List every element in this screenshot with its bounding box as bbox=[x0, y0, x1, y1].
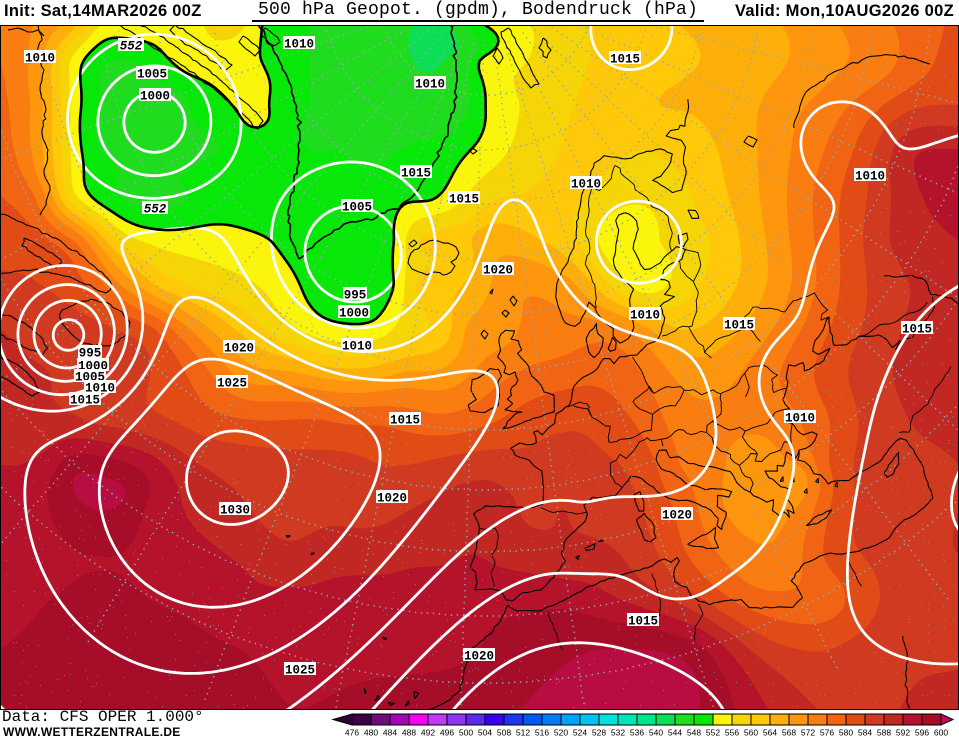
svg-text:516: 516 bbox=[535, 728, 549, 738]
svg-text:1000: 1000 bbox=[140, 90, 170, 104]
svg-text:1015: 1015 bbox=[70, 394, 100, 408]
svg-text:995: 995 bbox=[344, 289, 367, 303]
svg-text:488: 488 bbox=[402, 728, 416, 738]
svg-text:1025: 1025 bbox=[217, 377, 247, 391]
svg-text:1020: 1020 bbox=[464, 650, 494, 664]
svg-text:600: 600 bbox=[934, 728, 948, 738]
svg-text:532: 532 bbox=[611, 728, 625, 738]
svg-text:596: 596 bbox=[915, 728, 929, 738]
svg-text:1010: 1010 bbox=[415, 78, 445, 92]
svg-text:1010: 1010 bbox=[855, 170, 885, 184]
svg-text:556: 556 bbox=[725, 728, 739, 738]
svg-text:1010: 1010 bbox=[630, 309, 660, 323]
svg-text:580: 580 bbox=[839, 728, 853, 738]
svg-text:536: 536 bbox=[630, 728, 644, 738]
svg-text:1020: 1020 bbox=[224, 342, 254, 356]
svg-text:512: 512 bbox=[516, 728, 530, 738]
svg-text:1015: 1015 bbox=[449, 193, 479, 207]
svg-text:1030: 1030 bbox=[220, 504, 250, 518]
svg-text:995: 995 bbox=[79, 347, 102, 361]
svg-text:552: 552 bbox=[120, 40, 143, 54]
svg-text:1010: 1010 bbox=[342, 340, 372, 354]
svg-text:576: 576 bbox=[820, 728, 834, 738]
svg-text:1005: 1005 bbox=[342, 201, 372, 215]
svg-text:1015: 1015 bbox=[628, 615, 658, 629]
svg-text:1020: 1020 bbox=[377, 492, 407, 506]
svg-text:484: 484 bbox=[383, 728, 397, 738]
svg-text:584: 584 bbox=[858, 728, 872, 738]
svg-text:1015: 1015 bbox=[724, 319, 754, 333]
svg-text:528: 528 bbox=[592, 728, 606, 738]
svg-text:552: 552 bbox=[144, 203, 167, 217]
svg-text:1010: 1010 bbox=[571, 178, 601, 192]
svg-text:1020: 1020 bbox=[662, 509, 692, 523]
svg-text:508: 508 bbox=[497, 728, 511, 738]
svg-text:572: 572 bbox=[801, 728, 815, 738]
svg-text:476: 476 bbox=[345, 728, 359, 738]
svg-text:524: 524 bbox=[573, 728, 587, 738]
svg-text:548: 548 bbox=[687, 728, 701, 738]
svg-text:1005: 1005 bbox=[137, 68, 167, 82]
svg-text:588: 588 bbox=[877, 728, 891, 738]
svg-text:1025: 1025 bbox=[285, 664, 315, 678]
svg-text:520: 520 bbox=[554, 728, 568, 738]
svg-text:504: 504 bbox=[478, 728, 492, 738]
svg-text:560: 560 bbox=[744, 728, 758, 738]
svg-text:492: 492 bbox=[421, 728, 435, 738]
svg-text:544: 544 bbox=[668, 728, 682, 738]
svg-text:1015: 1015 bbox=[390, 414, 420, 428]
svg-text:1010: 1010 bbox=[785, 412, 815, 426]
svg-text:496: 496 bbox=[440, 728, 454, 738]
svg-text:1015: 1015 bbox=[902, 323, 932, 337]
svg-text:1020: 1020 bbox=[483, 264, 513, 278]
svg-text:540: 540 bbox=[649, 728, 663, 738]
svg-text:480: 480 bbox=[364, 728, 378, 738]
svg-text:1015: 1015 bbox=[401, 167, 431, 181]
svg-text:1015: 1015 bbox=[610, 53, 640, 67]
svg-text:500: 500 bbox=[459, 728, 473, 738]
svg-text:1000: 1000 bbox=[339, 307, 369, 321]
svg-text:592: 592 bbox=[896, 728, 910, 738]
svg-text:564: 564 bbox=[763, 728, 777, 738]
svg-text:1010: 1010 bbox=[25, 52, 55, 66]
svg-text:552: 552 bbox=[706, 728, 720, 738]
svg-text:568: 568 bbox=[782, 728, 796, 738]
svg-text:1010: 1010 bbox=[284, 38, 314, 52]
